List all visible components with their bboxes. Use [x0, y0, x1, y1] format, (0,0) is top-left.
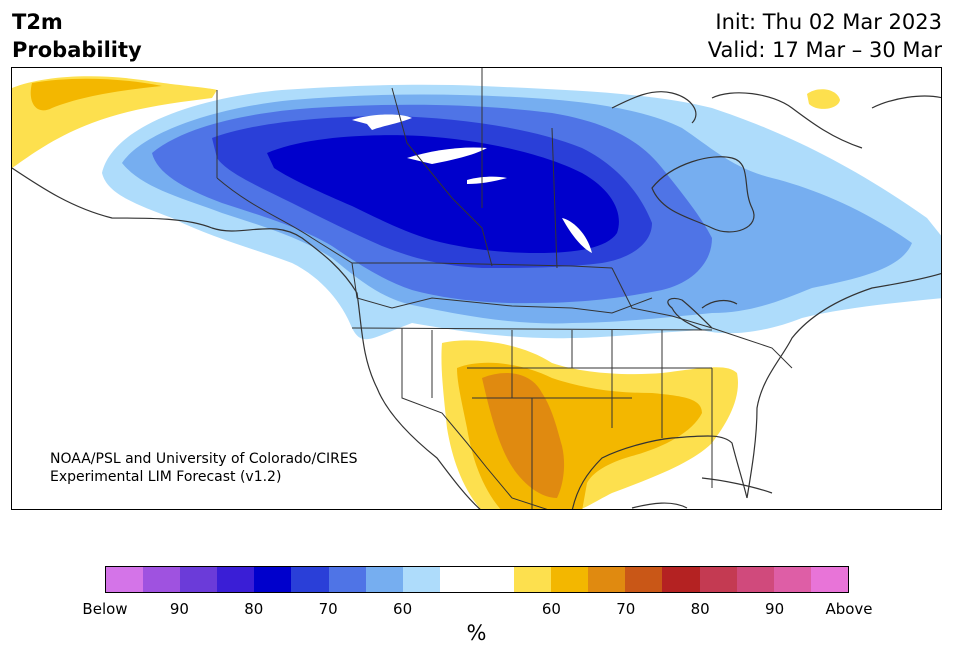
colorbar-segment [699, 567, 737, 592]
colorbar-tick-label: 80 [244, 600, 264, 618]
colorbar-unit-label: % [466, 621, 487, 645]
colorbar-segment [291, 567, 329, 592]
warm-region-70 [482, 373, 565, 498]
colorbar-tick-label: 70 [616, 600, 636, 618]
colorbar-tick-label: Above [825, 600, 873, 618]
coastlines [12, 91, 941, 509]
colorbar-segment [106, 567, 144, 592]
colorbar-segment [328, 567, 366, 592]
colorbar-tick-label: 80 [690, 600, 710, 618]
colorbar-segment [217, 567, 255, 592]
credit-line-2: Experimental LIM Forecast (v1.2) [50, 469, 282, 485]
cold-region-80 [267, 135, 619, 253]
forecast-dates: Init: Thu 02 Mar 2023 Valid: 17 Mar – 30… [708, 8, 942, 64]
colorbar-segment [773, 567, 811, 592]
colorbar-segment [736, 567, 774, 592]
colorbar-tick-label: 60 [393, 600, 413, 618]
colorbar-tick-label: Below [82, 600, 128, 618]
colorbar-segment [254, 567, 292, 592]
colorbar-segment [514, 567, 552, 592]
colorbar-tick-label: 60 [541, 600, 561, 618]
colorbar-ticks: Below 90 80 70 60 60 70 80 90 Above [0, 600, 953, 618]
colorbar-segment [402, 567, 440, 592]
credit-line-1: NOAA/PSL and University of Colorado/CIRE… [50, 451, 358, 467]
colorbar-segment [180, 567, 218, 592]
colorbar-segment [625, 567, 663, 592]
metric-label: Probability [12, 38, 142, 62]
colorbar-segment [365, 567, 403, 592]
colorbar-segment [439, 567, 477, 592]
map-svg [12, 68, 941, 509]
colorbar-segment [143, 567, 181, 592]
borders [216, 68, 793, 509]
colorbar-segment [810, 567, 848, 592]
colorbar-tick-label: 70 [318, 600, 338, 618]
colorbar-segment [476, 567, 515, 592]
lake-winnipeg [562, 218, 592, 253]
init-date: Init: Thu 02 Mar 2023 [715, 10, 942, 34]
lake-athabasca [467, 176, 507, 184]
map-credit: NOAA/PSL and University of Colorado/CIRE… [50, 450, 358, 486]
chart-title: T2m Probability [12, 8, 142, 64]
variable-label: T2m [12, 10, 63, 34]
valid-range: Valid: 17 Mar – 30 Mar [707, 38, 942, 62]
great-bear-lake [352, 114, 412, 130]
great-slave-lake [407, 147, 487, 164]
colorbar-segment [551, 567, 589, 592]
colorbar-tick-label: 90 [765, 600, 785, 618]
warm-region-greenland [807, 89, 840, 109]
colorbar [105, 566, 849, 593]
colorbar-tick-label: 90 [169, 600, 189, 618]
warm-region-alaska-core [30, 78, 162, 111]
colorbar-segment [588, 567, 626, 592]
colorbar-segment [662, 567, 700, 592]
forecast-map: NOAA/PSL and University of Colorado/CIRE… [11, 67, 942, 510]
